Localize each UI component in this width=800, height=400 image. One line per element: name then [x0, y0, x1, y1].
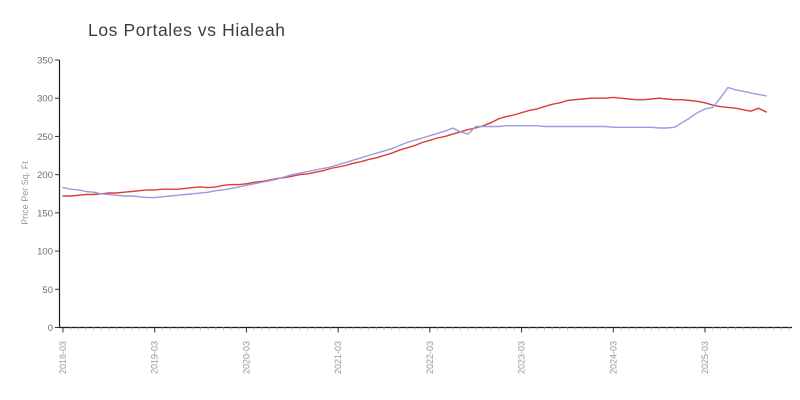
series-line-hialeah [62, 96, 767, 197]
y-axis-title: Price Per Sq. Ft [20, 161, 30, 225]
y-tick-label: 100 [37, 247, 53, 258]
x-tick-label: 2022-03 [425, 341, 435, 374]
x-tick-label: 2021-03 [333, 341, 343, 374]
x-tick-label: 2019-03 [150, 341, 160, 374]
y-tick-label: 150 [37, 208, 53, 219]
y-tick-label: 0 [48, 323, 53, 334]
chart-title: Los Portales vs Hialeah [88, 20, 286, 40]
y-tick-label: 300 [37, 94, 53, 105]
series-line-los-portales [62, 86, 767, 199]
x-tick-label: 2025-03 [700, 341, 710, 374]
y-tick-label: 350 [37, 56, 53, 67]
y-tick-label: 250 [37, 132, 53, 143]
x-tick-label: 2023-03 [517, 341, 527, 374]
y-tick-label: 200 [37, 170, 53, 181]
y-tick-label: 50 [42, 285, 53, 296]
x-tick-label: 2020-03 [241, 341, 251, 374]
x-tick-label: 2018-03 [58, 341, 68, 374]
x-tick-label: 2024-03 [608, 341, 618, 374]
